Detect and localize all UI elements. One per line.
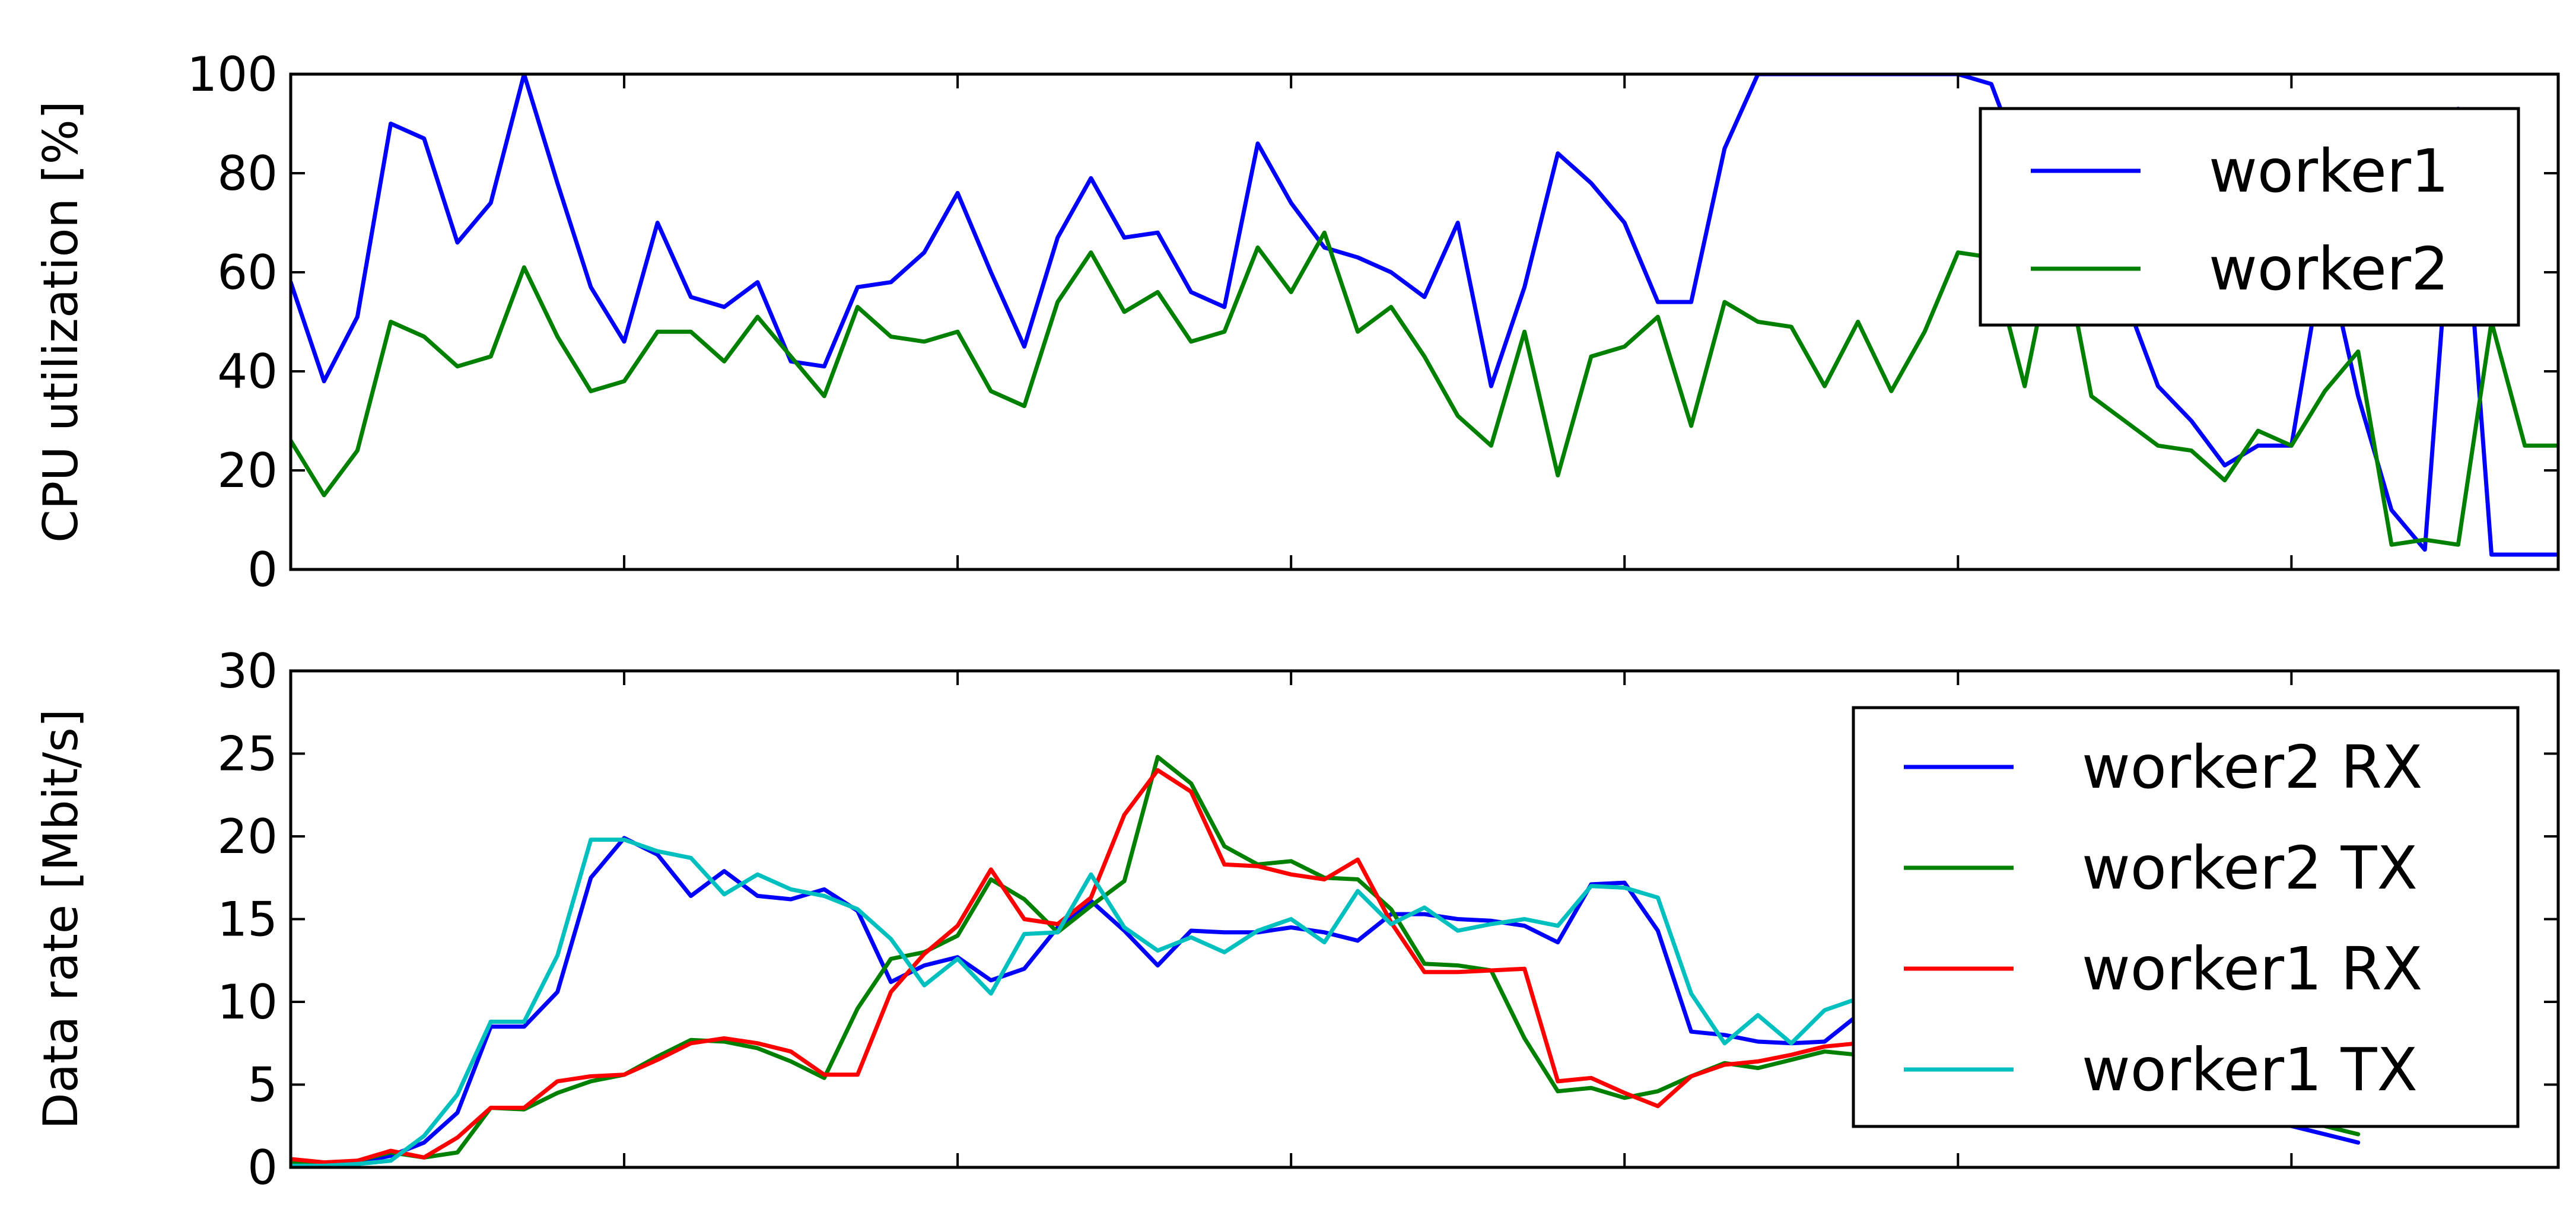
rate-legend-box — [1852, 706, 2520, 1128]
rate-legend-label-worker2-rx: worker2 RX — [2082, 733, 2422, 802]
cpu-legend: worker1 worker2 — [1979, 107, 2520, 327]
cpu-ytick-label: 60 — [217, 245, 278, 300]
rate-legend-label-worker2-tx: worker2 TX — [2082, 833, 2418, 903]
rate-ytick-label: 30 — [217, 644, 278, 699]
cpu-legend-box — [1979, 107, 2520, 327]
rate-y-axis-title: Data rate [Mbit/s] — [33, 709, 88, 1129]
cpu-y-axis-title: CPU utilization [%] — [33, 101, 88, 543]
rate-ytick-label: 20 — [217, 809, 278, 864]
cpu-ytick-label: 80 — [217, 146, 278, 201]
rate-ytick-label: 25 — [217, 727, 278, 782]
rate-ytick-label: 10 — [217, 975, 278, 1030]
cpu-legend-label-worker2: worker2 — [2209, 234, 2449, 304]
cpu-plot-frame — [289, 72, 2560, 571]
rate-legend: worker2 RX worker2 TX worker1 RX worker1 TX — [1852, 706, 2520, 1128]
rate-legend-label-worker1-rx: worker1 RX — [2082, 934, 2422, 1004]
cpu-ytick-label: 20 — [217, 443, 278, 498]
cpu-series-worker2-line — [291, 221, 2558, 547]
cpu-legend-label-worker1: worker1 — [2209, 136, 2449, 206]
cpu-ytick-label: 100 — [187, 47, 278, 102]
rate-ytick-label: 5 — [247, 1058, 278, 1113]
cpu-series-worker1-line — [291, 74, 2558, 557]
rate-legend-label-worker1-tx: worker1 TX — [2082, 1035, 2418, 1104]
rate-ytick-label: 0 — [247, 1140, 278, 1195]
cpu-ytick-label: 0 — [247, 542, 278, 597]
cpu-series-group — [291, 74, 2558, 557]
data-rate-panel: 0 5 10 15 20 25 30 Data rate [Mbit/s] worker2 RX… — [33, 644, 2560, 1195]
cpu-ytick-label: 40 — [217, 344, 278, 399]
rate-ytick-label: 15 — [217, 892, 278, 947]
